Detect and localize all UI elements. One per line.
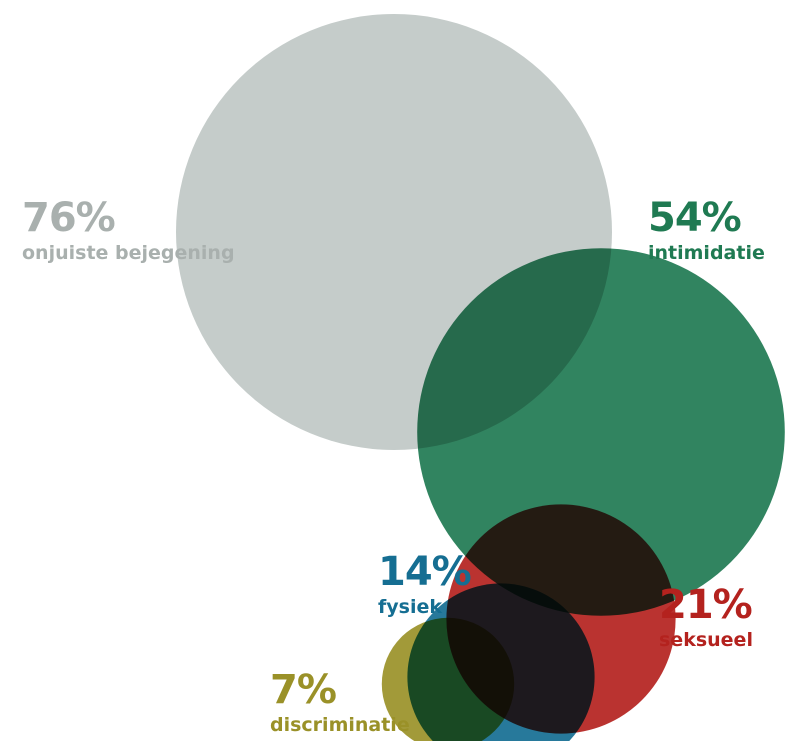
label-intimidatie: 54% intimidatie — [648, 198, 765, 263]
value-label-seksueel: 21% — [659, 582, 753, 628]
label-onjuiste-bejegening: 76% onjuiste bejegening — [22, 198, 235, 263]
value-label-fysiek: 14% — [378, 549, 472, 595]
value-label-discriminatie: 7% — [270, 667, 337, 713]
label-fysiek: 14% fysiek — [378, 549, 472, 618]
label-seksueel: 21% seksueel — [659, 585, 753, 650]
value-label-intimidatie: 54% — [648, 195, 742, 241]
category-label-fysiek: fysiek — [378, 596, 442, 618]
label-discriminatie: 7% discriminatie — [270, 670, 410, 735]
category-label-seksueel: seksueel — [659, 629, 753, 651]
value-label-onjuiste-bejegening: 76% — [22, 195, 116, 241]
category-label-onjuiste-bejegening: onjuiste bejegening — [22, 242, 235, 264]
category-label-intimidatie: intimidatie — [648, 242, 765, 264]
bubble-discriminatie — [381, 617, 515, 741]
category-label-discriminatie: discriminatie — [270, 714, 410, 736]
